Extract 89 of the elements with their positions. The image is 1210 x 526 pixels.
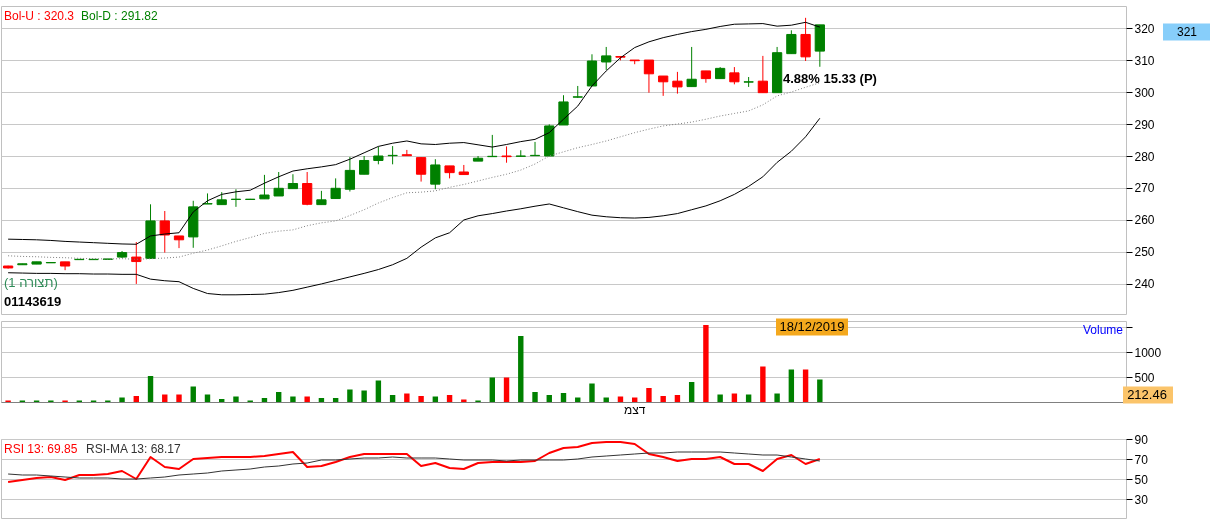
bar (290, 396, 296, 402)
bar (503, 377, 510, 402)
bar (674, 395, 681, 402)
bar (489, 377, 495, 402)
candlestick (643, 59, 655, 94)
candlestick (302, 171, 313, 206)
bar (774, 393, 780, 402)
candlestick (330, 177, 341, 200)
bar (347, 389, 353, 402)
candlestick (287, 173, 299, 190)
candlestick (800, 17, 811, 62)
y-tick-label: 270 (1134, 181, 1155, 196)
candlestick (173, 235, 185, 249)
bar (760, 366, 766, 402)
line-series (7, 451, 821, 480)
bar (147, 376, 154, 402)
bar (375, 380, 382, 402)
line-series (7, 117, 821, 296)
bar (703, 325, 709, 402)
candlestick (601, 46, 612, 71)
candlestick (672, 71, 683, 95)
bar (802, 369, 809, 402)
candlestick (658, 75, 669, 97)
bar (546, 395, 552, 402)
bar (304, 396, 310, 402)
line-series (7, 441, 821, 483)
bar (446, 395, 453, 402)
candlestick (501, 145, 512, 164)
series-label: RSI-MA 13: 68.17 (86, 442, 182, 456)
bar (518, 336, 524, 402)
bar (219, 399, 225, 402)
annotation: 4.88% 15.33 (P) (783, 71, 877, 86)
candlestick (686, 46, 697, 88)
y-tick-label: 260 (1134, 213, 1155, 228)
bar (233, 396, 239, 402)
bar (717, 394, 723, 402)
candlestick (786, 29, 797, 55)
y-tick-label: 300 (1134, 85, 1155, 100)
annotation: 01143619 (4, 294, 62, 309)
bar (275, 392, 282, 402)
bar (119, 397, 125, 402)
bar (688, 382, 695, 402)
candlestick (273, 171, 284, 197)
candlestick (344, 156, 356, 192)
y-tick-label: 30 (1134, 492, 1149, 507)
y-tick-label: 280 (1134, 149, 1155, 164)
bar (332, 398, 339, 402)
bar (176, 394, 182, 402)
bar (261, 398, 268, 402)
bar (389, 395, 396, 402)
bar (560, 393, 567, 402)
candlestick (430, 158, 441, 190)
y-tick-label: 500 (1134, 370, 1155, 385)
candlestick (159, 210, 170, 254)
candlestick (401, 149, 412, 157)
y-tick-label: 90 (1134, 432, 1149, 447)
bar (133, 396, 139, 402)
bar (318, 398, 325, 402)
bar (589, 383, 595, 402)
bar (817, 379, 823, 402)
candlestick (131, 241, 142, 285)
annotation: (תצורה 1) (4, 275, 58, 290)
bar (361, 390, 367, 402)
y-tick-label: 290 (1134, 117, 1155, 132)
annotation: Bol-U : 320.3 (4, 9, 75, 23)
y-tick-label: 250 (1134, 245, 1155, 260)
text: 212.46 (1127, 387, 1167, 402)
bar (646, 388, 652, 402)
x-tick-label: דצמ (623, 402, 646, 417)
y-tick-label: 70 (1134, 452, 1149, 467)
y-tick-label: 50 (1134, 472, 1149, 487)
y-tick-label: 240 (1134, 277, 1155, 292)
y-tick-label: 320 (1134, 21, 1155, 36)
candlestick (259, 174, 270, 200)
candlestick (415, 156, 427, 183)
bar (418, 396, 424, 402)
annotation: Volume (1083, 323, 1124, 337)
bar (788, 369, 795, 402)
candlestick (359, 155, 370, 175)
candlestick (558, 94, 569, 126)
y-tick-label: 310 (1134, 53, 1155, 68)
bar (404, 393, 410, 402)
candlestick (757, 55, 768, 94)
y-tick-label: 1000 (1134, 345, 1162, 360)
bar (532, 392, 538, 402)
annotation: Bol-D : 291.82 (81, 9, 159, 23)
text: 321 (1176, 25, 1198, 39)
bar (660, 396, 666, 402)
series-label: RSI 13: 69.85 (4, 442, 78, 456)
